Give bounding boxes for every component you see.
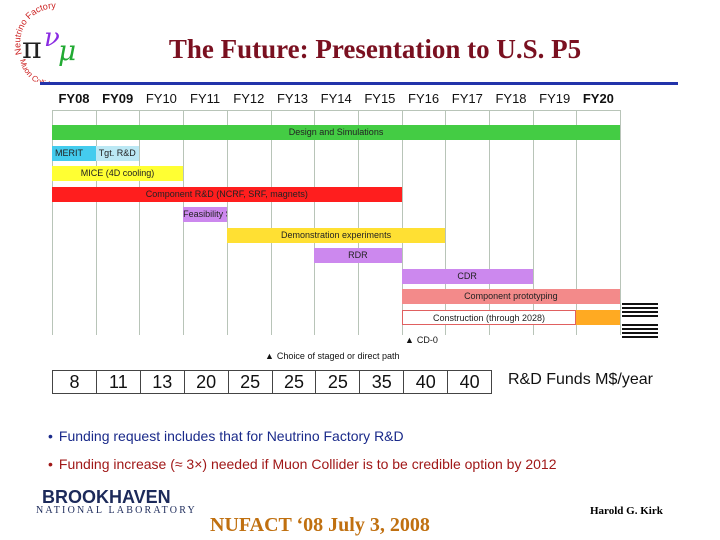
- year-gridline: [314, 110, 316, 335]
- bullet-dot-icon: •: [48, 428, 53, 444]
- year-label-fy20: FY20: [582, 91, 614, 106]
- timeline-bar-component-r-d-ncrf-srf-magnets: Component R&D (NCRF, SRF, magnets): [52, 186, 402, 202]
- pi-nu-mu-logo: Neutrino Factory Muon Collider π ν μ: [8, 0, 98, 89]
- bullet-funding-request: • Funding request includes that for Neutr…: [48, 428, 404, 444]
- year-gridline: [489, 110, 490, 335]
- page-title: The Future: Presentation to U.S. P5: [168, 34, 582, 64]
- year-gridline: [401, 110, 403, 335]
- year-label-fy08: FY08: [58, 91, 90, 106]
- year-gridline: [183, 110, 185, 335]
- timeline-bar-construction-extension: [576, 309, 621, 325]
- continuation-hatch: [622, 302, 658, 319]
- footer-conference: NUFACT ‘08 July 3, 2008: [210, 514, 430, 536]
- timeline-bar-rdr: RDR: [314, 248, 402, 263]
- year-label-fy14: FY14: [320, 91, 352, 106]
- svg-text:π: π: [22, 31, 42, 66]
- timeline-bar-cdr: CDR: [401, 268, 533, 284]
- timeline-bar-merit: MERIT: [52, 145, 96, 161]
- year-label-fy11: FY11: [190, 91, 221, 106]
- timeline-bar-mice-4d-cooling: MICE (4D cooling): [52, 166, 184, 181]
- milestone-triangle-icon: ▲: [405, 335, 414, 345]
- year-gridline: [95, 110, 97, 335]
- funding-label: R&D Funds M$/year: [508, 371, 653, 388]
- continuation-hatch: [622, 323, 658, 340]
- timeline-bar-demonstration-experiments: Demonstration experiments: [226, 227, 446, 243]
- milestone-cd0-label: CD-0: [416, 335, 438, 345]
- timeline-bar-construction-through-2028: Construction (through 2028): [401, 309, 577, 325]
- bullet-funding-increase: • Funding increase (≈ 3×) needed if Muon …: [48, 456, 557, 472]
- year-gridline: [620, 110, 622, 335]
- funding-table: 8 11 13 20 25 25 25 35 40 40: [52, 370, 492, 394]
- milestone-staged-label: Choice of staged or direct path: [276, 351, 400, 361]
- bullet-text: Funding request includes that for Neutri…: [58, 428, 404, 444]
- lab-logo-subtitle: NATIONAL LABORATORY: [36, 505, 197, 516]
- year-label-fy17: FY17: [451, 91, 483, 106]
- funding-cell: 25: [227, 371, 272, 393]
- year-gridline: [445, 110, 447, 335]
- funding-cell: 20: [183, 371, 228, 393]
- timeline-top-line: [52, 110, 620, 111]
- milestone-triangle-icon: ▲: [265, 351, 274, 361]
- milestone-cd0: ▲ CD-0: [405, 335, 438, 345]
- title-rule: [40, 82, 678, 85]
- funding-cell: 25: [315, 371, 359, 393]
- bullet-dot-icon: •: [48, 456, 53, 472]
- timeline-bar-feasibility-study: Feasibility Study: [183, 207, 227, 222]
- svg-text:ν: ν: [44, 23, 60, 53]
- year-label-fy16: FY16: [408, 91, 440, 106]
- year-label-fy13: FY13: [276, 91, 309, 106]
- funding-cell: 40: [403, 371, 447, 393]
- funding-cell: 40: [447, 371, 491, 393]
- funding-cell: 35: [359, 371, 403, 393]
- year-gridline: [532, 110, 534, 335]
- year-gridline: [270, 110, 272, 335]
- year-label-fy19: FY19: [539, 91, 571, 106]
- timeline-bar-component-prototyping: Component prototyping: [401, 289, 621, 304]
- year-label-fy15: FY15: [364, 91, 396, 106]
- timeline-bar-tgt-r-d: Tgt. R&D: [95, 145, 140, 161]
- year-gridline: [52, 110, 53, 335]
- author-name: Harold G. Kirk: [590, 505, 663, 517]
- funding-cell: 8: [69, 372, 80, 392]
- year-gridline: [226, 110, 228, 335]
- funding-cell: 11: [95, 371, 140, 393]
- timeline-bar-design-and-simulations: Design and Simulations: [52, 125, 621, 140]
- year-label-fy10: FY10: [145, 91, 177, 106]
- svg-text:μ: μ: [58, 34, 76, 67]
- year-gridline: [576, 110, 578, 335]
- year-gridline: [139, 110, 141, 335]
- funding-cell: 13: [139, 371, 184, 393]
- bullet-text: Funding increase (≈ 3×) needed if Muon C…: [58, 456, 557, 472]
- year-gridline: [357, 110, 359, 335]
- year-label-fy09: FY09: [102, 91, 134, 106]
- funding-cell: 25: [271, 371, 316, 393]
- lab-logo-name: BROOKHAVEN: [42, 487, 171, 507]
- milestone-staged: ▲ Choice of staged or direct path: [265, 351, 400, 361]
- year-label-fy12: FY12: [233, 91, 265, 106]
- year-label-fy18: FY18: [495, 91, 527, 106]
